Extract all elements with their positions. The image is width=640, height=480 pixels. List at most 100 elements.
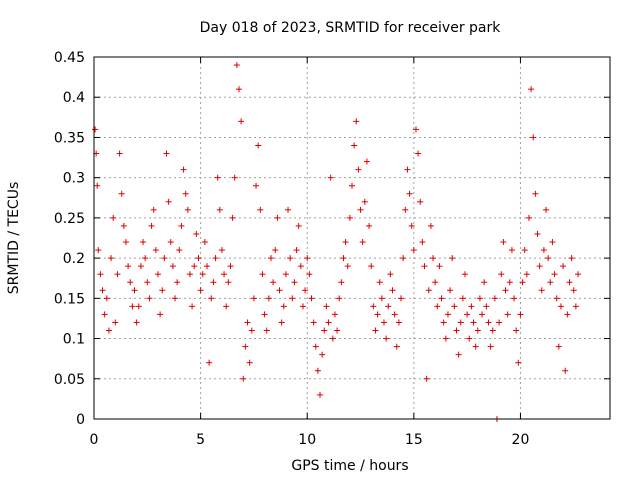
data-point: [525, 214, 532, 221]
data-point: [389, 287, 396, 294]
data-point: [366, 222, 373, 229]
data-point: [189, 303, 196, 310]
data-point: [368, 263, 375, 270]
data-point: [131, 287, 138, 294]
data-point: [94, 182, 101, 189]
data-point: [110, 214, 117, 221]
data-point: [135, 303, 142, 310]
data-point: [299, 303, 306, 310]
y-tick-label: 0.25: [54, 211, 85, 227]
data-point: [163, 150, 170, 157]
data-point: [338, 279, 345, 286]
data-point: [118, 190, 125, 197]
y-tick-label: 0: [76, 412, 85, 428]
data-point: [421, 263, 428, 270]
data-point: [500, 239, 507, 246]
data-point: [225, 279, 232, 286]
data-point: [182, 190, 189, 197]
data-point: [534, 230, 541, 237]
data-point: [545, 255, 552, 262]
y-axis-label: SRMTID / TECUs: [6, 182, 22, 295]
data-point: [195, 255, 202, 262]
data-point: [172, 295, 179, 302]
data-point: [444, 311, 451, 318]
data-point: [103, 295, 110, 302]
data-point: [521, 247, 528, 254]
data-point: [208, 295, 215, 302]
data-point: [137, 263, 144, 270]
data-point: [165, 198, 172, 205]
data-point: [438, 295, 445, 302]
data-point: [291, 279, 298, 286]
data-point: [255, 142, 262, 149]
data-point: [312, 343, 319, 350]
chart-title: Day 018 of 2023, SRMTID for receiver par…: [200, 20, 502, 36]
data-point: [289, 295, 296, 302]
data-point: [248, 327, 255, 334]
data-point: [116, 150, 123, 157]
data-point: [238, 118, 245, 125]
data-point: [231, 174, 238, 181]
data-point: [427, 222, 434, 229]
data-point: [434, 303, 441, 310]
data-point: [351, 142, 358, 149]
plot-frame: [93, 56, 611, 420]
data-point: [142, 255, 149, 262]
y-tick-label: 0.35: [54, 130, 85, 146]
data-point: [218, 247, 225, 254]
data-point: [357, 206, 364, 213]
data-point: [112, 319, 119, 326]
data-point: [528, 86, 535, 93]
data-point: [476, 295, 483, 302]
data-point: [99, 287, 106, 294]
data-point: [108, 255, 115, 262]
data-point: [519, 279, 526, 286]
data-point: [235, 86, 242, 93]
data-point: [530, 134, 537, 141]
data-point: [317, 391, 324, 398]
data-point: [282, 271, 289, 278]
data-point: [227, 263, 234, 270]
data-point: [436, 263, 443, 270]
data-point: [223, 303, 230, 310]
data-point: [462, 271, 469, 278]
data-point: [319, 351, 326, 358]
data-point: [174, 279, 181, 286]
data-point: [391, 311, 398, 318]
data-point: [430, 255, 437, 262]
data-point: [459, 295, 466, 302]
data-point: [474, 327, 481, 334]
data-point: [511, 295, 518, 302]
data-point: [212, 255, 219, 262]
data-point: [353, 118, 360, 125]
data-point: [402, 206, 409, 213]
data-point: [144, 279, 151, 286]
data-point: [515, 359, 522, 366]
y-tick-labels: 0 0.05 0.1 0.15 0.2 0.25 0.3 0.35 0.4 0.45: [54, 50, 85, 428]
data-point: [342, 239, 349, 246]
data-point: [274, 214, 281, 221]
data-point: [127, 279, 134, 286]
data-point: [178, 222, 185, 229]
data-points: [92, 62, 582, 422]
data-point: [570, 287, 577, 294]
data-point: [547, 279, 554, 286]
data-point: [95, 247, 102, 254]
data-point: [148, 222, 155, 229]
data-point: [293, 247, 300, 254]
data-point: [393, 343, 400, 350]
data-point: [244, 319, 251, 326]
data-point: [197, 287, 204, 294]
data-point: [374, 311, 381, 318]
data-point: [540, 247, 547, 254]
data-point: [406, 190, 413, 197]
data-point: [513, 327, 520, 334]
data-point: [398, 295, 405, 302]
data-point: [125, 263, 132, 270]
data-point: [361, 198, 368, 205]
data-point: [387, 271, 394, 278]
data-point: [378, 295, 385, 302]
data-point: [423, 375, 430, 382]
data-point: [210, 279, 217, 286]
